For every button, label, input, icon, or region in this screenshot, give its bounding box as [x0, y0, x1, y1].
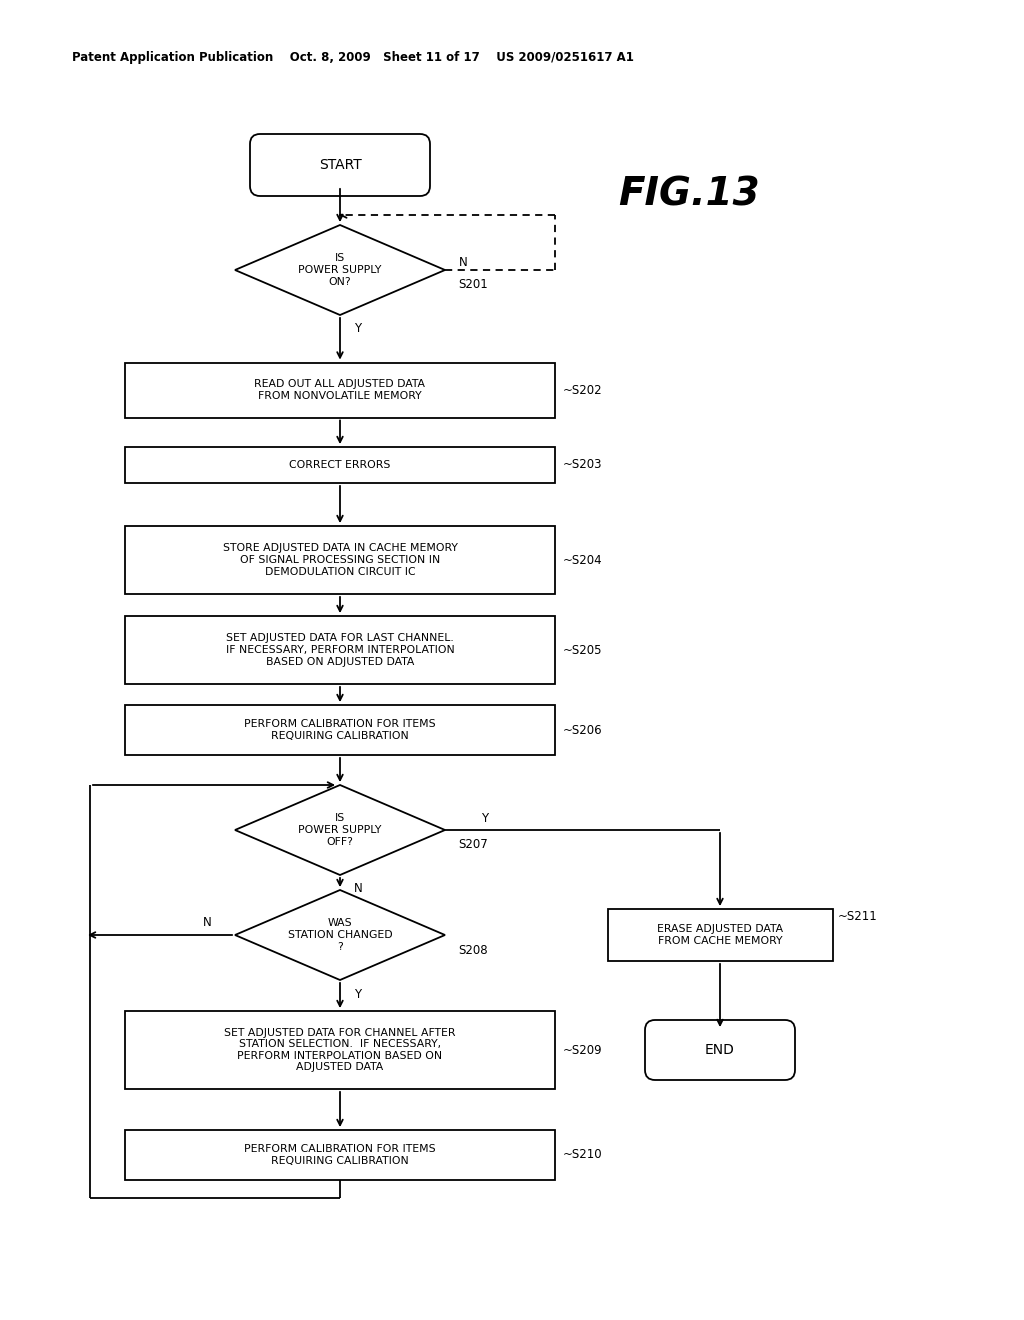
- Text: SET ADJUSTED DATA FOR CHANNEL AFTER
STATION SELECTION.  IF NECESSARY,
PERFORM IN: SET ADJUSTED DATA FOR CHANNEL AFTER STAT…: [224, 1027, 456, 1072]
- Text: ~S210: ~S210: [563, 1148, 603, 1162]
- Text: ~S209: ~S209: [563, 1044, 603, 1056]
- Text: S208: S208: [458, 944, 487, 957]
- Polygon shape: [234, 224, 445, 315]
- Text: START: START: [318, 158, 361, 172]
- Polygon shape: [234, 785, 445, 875]
- Text: Y: Y: [354, 987, 361, 1001]
- Bar: [607, 909, 833, 961]
- Text: END: END: [706, 1043, 735, 1057]
- Text: S201: S201: [458, 279, 487, 292]
- Text: Y: Y: [481, 812, 488, 825]
- Text: ~S202: ~S202: [563, 384, 603, 396]
- Bar: [125, 447, 555, 483]
- Bar: [125, 525, 555, 594]
- Text: PERFORM CALIBRATION FOR ITEMS
REQUIRING CALIBRATION: PERFORM CALIBRATION FOR ITEMS REQUIRING …: [244, 1144, 436, 1166]
- Bar: [125, 363, 555, 417]
- Text: READ OUT ALL ADJUSTED DATA
FROM NONVOLATILE MEMORY: READ OUT ALL ADJUSTED DATA FROM NONVOLAT…: [255, 379, 426, 401]
- FancyBboxPatch shape: [645, 1020, 795, 1080]
- Text: WAS
STATION CHANGED
?: WAS STATION CHANGED ?: [288, 919, 392, 952]
- Text: CORRECT ERRORS: CORRECT ERRORS: [290, 459, 391, 470]
- Text: ~S203: ~S203: [563, 458, 602, 471]
- Text: N: N: [203, 916, 211, 929]
- Bar: [125, 705, 555, 755]
- Text: ~S204: ~S204: [563, 553, 603, 566]
- FancyBboxPatch shape: [250, 135, 430, 195]
- Text: N: N: [353, 883, 362, 895]
- Text: IS
POWER SUPPLY
OFF?: IS POWER SUPPLY OFF?: [298, 813, 382, 846]
- Bar: [125, 1011, 555, 1089]
- Text: ~S206: ~S206: [563, 723, 603, 737]
- Text: SET ADJUSTED DATA FOR LAST CHANNEL.
IF NECESSARY, PERFORM INTERPOLATION
BASED ON: SET ADJUSTED DATA FOR LAST CHANNEL. IF N…: [225, 634, 455, 667]
- Bar: [125, 616, 555, 684]
- Text: S207: S207: [458, 838, 487, 851]
- Text: Patent Application Publication    Oct. 8, 2009   Sheet 11 of 17    US 2009/02516: Patent Application Publication Oct. 8, 2…: [72, 51, 634, 65]
- Bar: [125, 1130, 555, 1180]
- Text: ERASE ADJUSTED DATA
FROM CACHE MEMORY: ERASE ADJUSTED DATA FROM CACHE MEMORY: [657, 924, 783, 946]
- Text: PERFORM CALIBRATION FOR ITEMS
REQUIRING CALIBRATION: PERFORM CALIBRATION FOR ITEMS REQUIRING …: [244, 719, 436, 741]
- Polygon shape: [234, 890, 445, 979]
- Text: Y: Y: [354, 322, 361, 335]
- Text: IS
POWER SUPPLY
ON?: IS POWER SUPPLY ON?: [298, 253, 382, 286]
- Text: N: N: [459, 256, 467, 268]
- Text: ~S205: ~S205: [563, 644, 602, 656]
- Text: STORE ADJUSTED DATA IN CACHE MEMORY
OF SIGNAL PROCESSING SECTION IN
DEMODULATION: STORE ADJUSTED DATA IN CACHE MEMORY OF S…: [222, 544, 458, 577]
- Text: ~S211: ~S211: [838, 911, 878, 924]
- Text: FIG.13: FIG.13: [618, 176, 760, 214]
